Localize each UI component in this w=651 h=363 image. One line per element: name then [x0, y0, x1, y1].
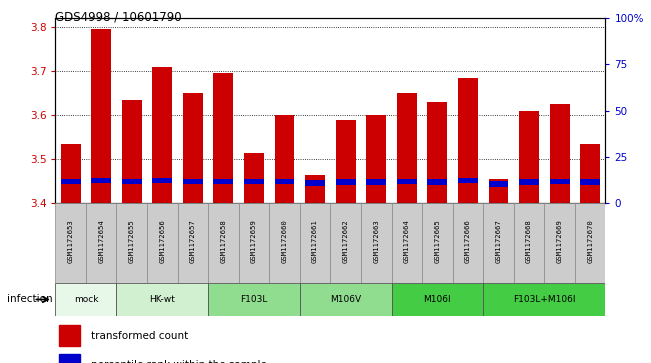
Bar — [214, 179, 233, 184]
Bar — [331, 203, 361, 283]
Bar — [458, 78, 478, 203]
Bar — [483, 283, 605, 316]
Bar — [458, 178, 478, 183]
Bar — [305, 180, 325, 185]
Bar — [214, 73, 233, 203]
Bar — [305, 175, 325, 203]
Bar — [488, 181, 508, 187]
Bar — [183, 179, 203, 184]
Bar — [239, 203, 270, 283]
Bar — [428, 102, 447, 203]
Text: GDS4998 / 10601790: GDS4998 / 10601790 — [55, 11, 182, 24]
Bar — [122, 179, 142, 184]
Bar — [270, 203, 300, 283]
Bar — [61, 144, 81, 203]
Text: GSM1172653: GSM1172653 — [68, 220, 74, 264]
Text: GSM1172657: GSM1172657 — [190, 220, 196, 264]
Text: GSM1172665: GSM1172665 — [434, 220, 440, 264]
Text: GSM1172667: GSM1172667 — [495, 220, 501, 264]
Bar — [244, 179, 264, 184]
Text: GSM1172654: GSM1172654 — [98, 220, 104, 264]
Bar — [336, 119, 355, 203]
Bar — [428, 179, 447, 185]
Bar — [275, 115, 294, 203]
Bar — [61, 179, 81, 184]
Text: GSM1172655: GSM1172655 — [129, 220, 135, 264]
Bar — [244, 152, 264, 203]
Bar — [391, 203, 422, 283]
Bar — [367, 115, 386, 203]
Bar — [575, 203, 605, 283]
Bar — [275, 179, 294, 184]
Text: GSM1172663: GSM1172663 — [373, 220, 380, 264]
Text: percentile rank within the sample: percentile rank within the sample — [91, 360, 267, 363]
Bar — [514, 203, 544, 283]
Bar — [519, 179, 539, 185]
Bar — [580, 179, 600, 185]
Text: GSM1172656: GSM1172656 — [159, 220, 165, 264]
Bar — [147, 203, 178, 283]
Bar — [300, 203, 331, 283]
Bar — [152, 67, 173, 203]
Text: infection: infection — [7, 294, 52, 305]
Bar — [549, 104, 570, 203]
Bar — [208, 203, 239, 283]
Bar — [361, 203, 391, 283]
Bar — [483, 203, 514, 283]
Bar — [519, 111, 539, 203]
Text: GSM1172664: GSM1172664 — [404, 220, 409, 264]
Bar — [549, 179, 570, 184]
Text: GSM1172659: GSM1172659 — [251, 220, 257, 264]
Text: transformed count: transformed count — [91, 331, 188, 341]
Bar — [208, 283, 300, 316]
Bar — [59, 354, 81, 363]
Text: F103L: F103L — [240, 295, 268, 304]
Bar — [544, 203, 575, 283]
Bar — [452, 203, 483, 283]
Bar — [55, 283, 117, 316]
Text: HK-wt: HK-wt — [149, 295, 175, 304]
Bar — [397, 93, 417, 203]
Bar — [183, 93, 203, 203]
Bar — [397, 179, 417, 184]
Bar — [580, 144, 600, 203]
Text: GSM1172661: GSM1172661 — [312, 220, 318, 264]
Text: GSM1172666: GSM1172666 — [465, 220, 471, 264]
Bar — [367, 179, 386, 185]
Bar — [391, 283, 483, 316]
Bar — [152, 178, 173, 183]
Text: M106V: M106V — [330, 295, 361, 304]
Text: GSM1172658: GSM1172658 — [221, 220, 227, 264]
Bar — [336, 179, 355, 185]
Text: GSM1172660: GSM1172660 — [281, 220, 288, 264]
Bar — [122, 100, 142, 203]
Bar — [488, 179, 508, 203]
Bar — [91, 178, 111, 183]
Text: M106I: M106I — [424, 295, 451, 304]
Text: F103L+M106I: F103L+M106I — [513, 295, 575, 304]
Bar — [422, 203, 452, 283]
Text: GSM1172668: GSM1172668 — [526, 220, 532, 264]
Text: GSM1172670: GSM1172670 — [587, 220, 593, 264]
Bar — [59, 325, 81, 346]
Text: GSM1172662: GSM1172662 — [342, 220, 349, 264]
Bar — [300, 283, 391, 316]
Bar — [91, 29, 111, 203]
Bar — [117, 203, 147, 283]
Bar — [178, 203, 208, 283]
Text: GSM1172669: GSM1172669 — [557, 220, 562, 264]
Bar — [86, 203, 117, 283]
Bar — [117, 283, 208, 316]
Text: mock: mock — [74, 295, 98, 304]
Bar — [55, 203, 86, 283]
